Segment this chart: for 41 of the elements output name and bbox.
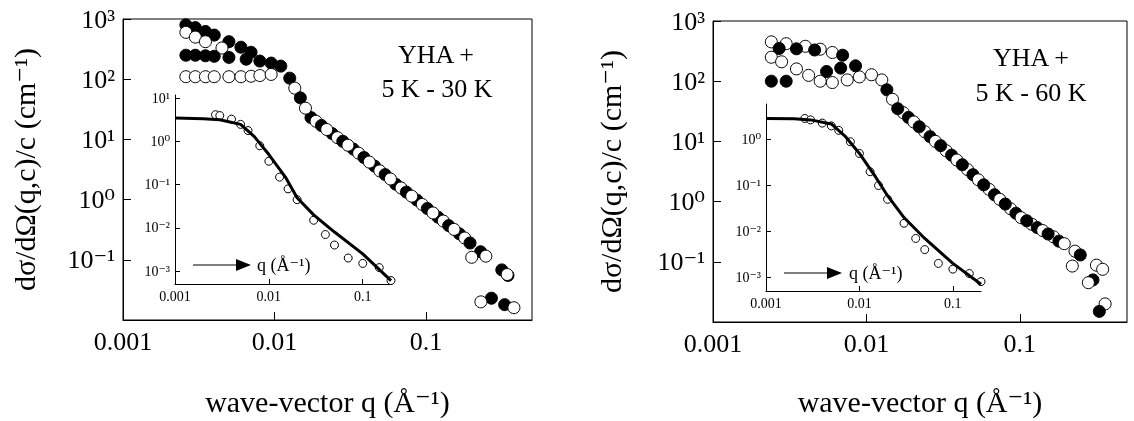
x-tick-label: 0.1 [353,288,372,304]
x-axis-title: wave-vector q (Å⁻¹) [797,384,1043,419]
y-axis-title: dσ/dΩ(q,c)/c (cm⁻¹) [593,49,628,294]
y-tick-label: 10¹ [81,124,115,154]
x-axis-title: q (Å⁻¹) [257,255,311,276]
y-tick-label: 10⁰ [150,134,171,150]
x-axis-title: wave-vector q (Å⁻¹) [205,384,450,419]
x-tick-label: 0.001 [93,326,153,356]
x-tick-label: 0.001 [750,295,782,311]
y-tick-label: 10³ [671,6,706,36]
y-tick-label: 10² [81,64,116,94]
y-tick-label: 10⁻¹ [67,245,115,275]
x-tick-label: 0.01 [847,295,872,311]
x-tick-label: 0.001 [159,288,191,304]
annotation: 5 K - 30 K [381,73,493,103]
y-tick-label: 10¹ [671,126,705,156]
y-tick-label: 10⁰ [741,132,762,148]
y-tick-label: 10⁻¹ [657,247,705,277]
y-tick-label: 10⁻² [735,223,761,239]
y-tick-label: 10² [671,66,706,96]
y-tick-label: 10⁻¹ [144,177,170,193]
x-axis-title: q (Å⁻¹) [849,263,903,284]
y-tick-label: 10⁻² [144,220,170,236]
annotation: 5 K - 60 K [975,77,1087,107]
y-tick-label: 10³ [81,4,116,34]
y-tick-label: 10⁻³ [144,263,170,279]
x-tick-label: 0.01 [256,288,282,304]
y-tick-label: 10⁰ [78,185,115,215]
x-tick-label: 0.01 [251,326,298,356]
annotation: YHA + [397,39,475,69]
x-tick-label: 0.001 [683,328,743,358]
y-tick-label: 10¹ [151,90,170,106]
y-tick-label: 10⁰ [668,187,705,217]
x-tick-label: 0.1 [409,326,443,356]
y-axis-title: dσ/dΩ(q,c)/c (cm⁻¹) [7,47,42,292]
x-tick-label: 0.01 [843,328,890,358]
y-tick-label: 10⁻³ [735,269,761,285]
annotation: YHA + [992,42,1070,72]
y-tick-label: 10⁻¹ [735,178,761,194]
x-tick-label: 0.1 [944,295,962,311]
x-tick-label: 0.1 [1003,328,1037,358]
